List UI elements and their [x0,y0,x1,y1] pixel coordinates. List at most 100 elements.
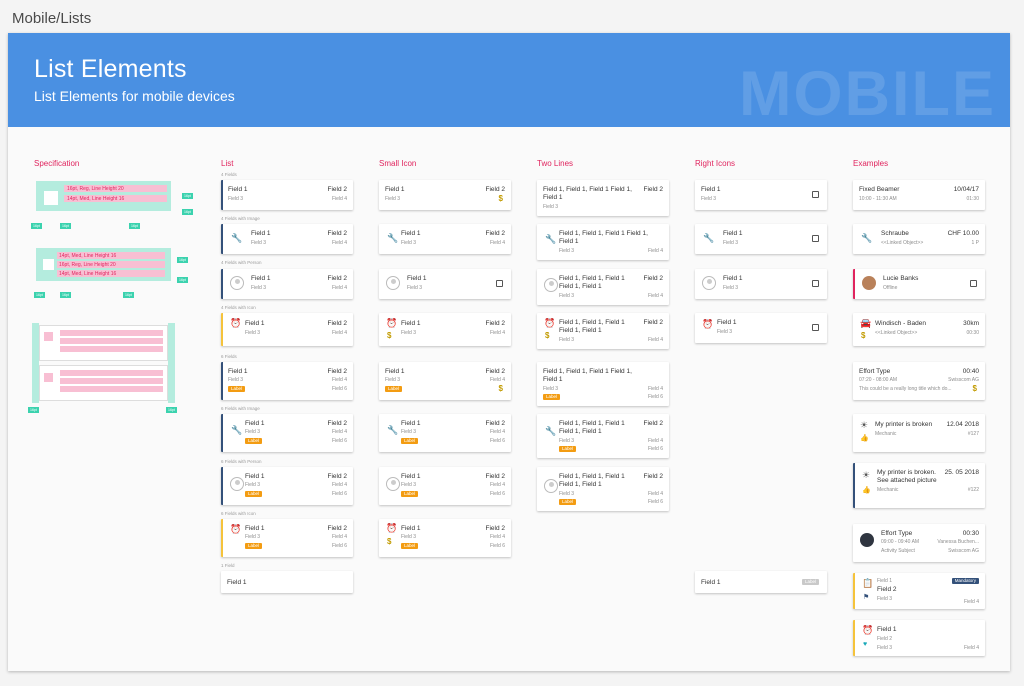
checkbox[interactable] [812,280,819,287]
list-item[interactable]: 🔧 Schraube CHF 10.00 <<Linked Object>> 1… [853,224,985,254]
field-1: Field 1 [245,320,265,327]
field-3: Field 3 [559,438,575,444]
checkbox[interactable] [812,191,819,198]
route-distance: 30km [963,320,979,327]
checkbox[interactable] [496,280,503,287]
field-3: Field 3 [401,429,417,435]
field-2: Field 2 [327,420,347,427]
wrench-icon: 🔧 [703,233,715,243]
field-1: Field 1 [877,578,893,584]
list-item[interactable]: Field 1 Field 2 Field 3 Field 4 Label $ [379,362,511,400]
field-3: Field 3 [401,534,417,540]
list-item[interactable]: Effort Type 00:40 07:20 - 08:00 AM Swiss… [853,362,985,400]
list-item[interactable]: ⏰ ♥ Field 1 Field 2 Field 3 Field 4 [853,620,985,656]
list-item[interactable]: 📋 ⚑ Field 1 Mandatory Field 2 Field 3 Fi… [853,573,985,609]
list-item[interactable]: ☀ 👍 My printer is broken. See attached p… [853,463,985,508]
list-item[interactable]: Field 1, Field 1, Field 1 Field 1, Field… [537,362,669,406]
field-1: Field 1 [877,626,897,633]
list-item[interactable]: ☀ 👍 My printer is broken 12.04 2018 Mech… [853,414,985,452]
field-3: Field 3 [401,240,417,246]
field-1: Field 1 [407,275,427,282]
flag-icon: ⚑ [863,594,870,601]
company-name: Swisscom AG [948,377,979,383]
section-label: 4 Fields with Person [221,260,262,265]
label-badge: Label [228,386,246,392]
list-item[interactable]: 🔧 Field 1 Field 2 Field 3 Field 4 [379,224,511,254]
person-avatar-icon [386,276,400,290]
list-item[interactable]: 🔧 Field 1 Field 2 Field 3 Field 4 Label … [379,414,511,452]
ticket-number: #127 [967,431,979,437]
field-4: Field 4 [331,377,347,383]
list-item[interactable]: Field 1 Field 2 Field 3 Field 4 [221,180,353,210]
field-4: Field 4 [647,386,663,392]
person-status: Offline [883,285,898,291]
list-item[interactable]: Field 1, Field 1, Field 1 Field 1, Field… [537,180,669,216]
list-item[interactable]: 🚘 $ Windisch - Baden 30km <<Linked Objec… [853,313,985,346]
person-name: Vanessa Buchen... [937,539,979,545]
field-2: Field 2 [485,230,505,237]
section-label: 4 Fields with Image [221,216,260,221]
field-2: Field 2 [485,420,505,427]
section-label: 1 Field [221,563,235,568]
list-item[interactable]: Field 1 Field 3 [379,269,511,299]
list-item[interactable]: Field 1 Field 2 Field 3 Field 4 Label Fi… [221,362,353,400]
spec-text: 14pt, Med, Line Height 16 [67,196,125,202]
list-item[interactable]: ⏰ Field 1 Field 2 Field 3 Field 4 Label … [221,519,353,557]
spec-tag: 16pt [129,223,140,229]
checkbox[interactable] [812,235,819,242]
field-3: Field 3 [251,240,267,246]
dollar-icon: $ [498,384,503,393]
list-item[interactable]: Field 1, Field 1, Field 1 Field 1, Field… [537,467,669,511]
label-badge: Label [801,579,819,585]
list-item[interactable]: ⏰ Field 1 Field 2 Field 3 Field 4 [221,313,353,346]
list-item[interactable]: Fixed Beamer 10/04/17 10:00 - 11:30 AM 0… [853,180,985,210]
effort-time: 07:20 - 08:00 AM [859,377,898,383]
list-item[interactable]: Effort Type 00:30 09:00 - 09:40 AM Vanes… [853,524,985,562]
list-item[interactable]: 🔧 Field 1 Field 2 Field 3 Field 4 Label … [221,414,353,452]
list-item[interactable]: ⏰ $ Field 1 Field 2 Field 3 Field 4 [379,313,511,346]
field-2: Field 2 [327,230,347,237]
ticket-date: 25. 05 2018 [944,469,979,476]
field-1: Field 1 [245,473,265,480]
checkbox[interactable] [812,324,819,331]
list-item[interactable]: ⏰ $ Field 1 Field 2 Field 3 Field 4 Labe… [379,519,511,557]
field-4: Field 4 [647,337,663,343]
wrench-icon: 🔧 [545,426,557,436]
list-item[interactable]: Lucie Banks Offline [853,269,985,299]
event-title: Fixed Beamer [859,186,900,193]
person-avatar-icon [230,276,244,290]
field-4: Field 4 [647,438,663,444]
field-3: Field 3 [877,645,893,651]
list-item[interactable]: Field 1 Field 2 Field 3 Field 4 Label Fi… [221,467,353,505]
list-item[interactable]: Field 1, Field 1, Field 1 Field 1, Field… [537,269,669,305]
field-2: Field 2 [485,473,505,480]
thumbs-up-icon: 👍 [862,487,871,494]
field-1: Field 1 [401,473,421,480]
spec-text: 16pt, Reg, Line Height 20 [67,186,124,192]
checkbox[interactable] [970,280,977,287]
list-item[interactable]: Field 1 Label [695,571,827,593]
list-item[interactable]: ⏰ $ Field 1, Field 1, Field 1 Field 1, F… [537,313,669,349]
list-item[interactable]: 🔧 Field 1, Field 1, Field 1 Field 1, Fie… [537,224,669,260]
list-item[interactable]: Field 1 Field 3 [695,269,827,299]
list-item[interactable]: 🔧 Field 1 Field 3 [695,224,827,254]
alarm-clock-icon: ⏰ [702,319,714,329]
list-item[interactable]: Field 1 [221,571,353,593]
field-3: Field 3 [723,240,739,246]
field-4: Field 4 [331,240,347,246]
field-2: Field 2 [877,636,893,642]
list-item[interactable]: Field 1 Field 3 [695,180,827,210]
alarm-clock-icon: ⏰ [544,318,556,328]
list-item[interactable]: 🔧 Field 1 Field 2 Field 3 Field 4 [221,224,353,254]
list-item[interactable]: 🔧 Field 1, Field 1, Field 1 Field 1, Fie… [537,414,669,458]
event-date: 10/04/17 [953,186,979,193]
field-3: Field 3 [385,196,401,202]
field-3: Field 3 [723,285,739,291]
list-item[interactable]: ⏰ Field 1 Field 3 [695,313,827,343]
item-quantity: 1 P [971,240,979,246]
list-item[interactable]: Field 1 Field 2 Field 3 Field 4 [221,269,353,299]
page-title: Mobile/Lists [12,10,92,27]
list-item[interactable]: Field 1 Field 2 Field 3 $ [379,180,511,210]
spec-tag: 16pt [177,277,188,283]
list-item[interactable]: Field 1 Field 2 Field 3 Field 4 Label Fi… [379,467,511,505]
